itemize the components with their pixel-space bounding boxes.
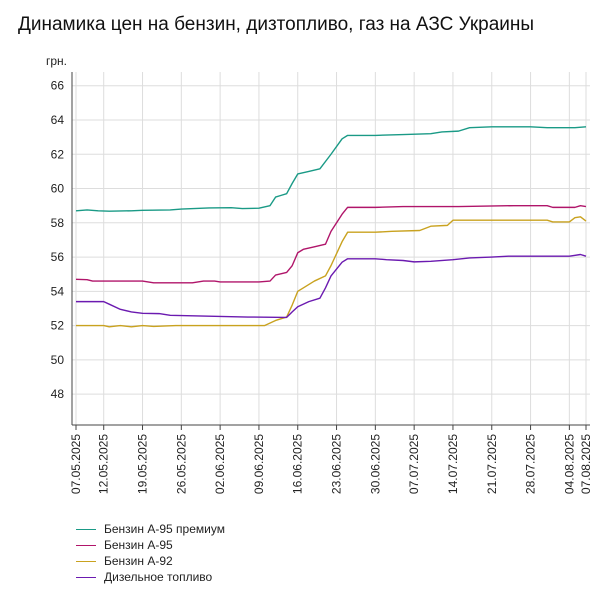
series-line-diesel <box>76 253 587 319</box>
y-tick-label: 56 <box>51 250 65 264</box>
legend-item: Бензин А-95 <box>76 537 225 553</box>
x-tick-label: 02.06.2025 <box>213 434 227 494</box>
series-layer <box>75 126 587 328</box>
series-line-a95-premium <box>75 126 587 212</box>
y-tick-label: 54 <box>51 284 65 298</box>
legend-label: Бензин А-92 <box>104 554 173 568</box>
y-tick-label: 60 <box>51 182 65 196</box>
grid <box>72 72 590 425</box>
x-tick-label: 28.07.2025 <box>524 434 538 494</box>
x-tick-label: 04.08.2025 <box>562 434 576 494</box>
x-tick-label: 07.05.2025 <box>69 434 83 494</box>
legend-swatch-a92 <box>76 560 96 562</box>
legend-item: Дизельное топливо <box>76 569 225 585</box>
legend-label: Дизельное топливо <box>104 570 213 584</box>
x-tick-label: 07.08.2025 <box>579 434 593 494</box>
x-tick-label: 16.06.2025 <box>291 434 305 494</box>
y-tick-label: 66 <box>51 79 65 93</box>
x-tick-label: 26.05.2025 <box>174 434 188 494</box>
legend-swatch-diesel <box>76 576 96 578</box>
y-tick-label: 48 <box>51 387 65 401</box>
series-line-a92 <box>76 216 587 328</box>
legend-label: Бензин А-95 <box>104 538 173 552</box>
legend-item: Бензин А-92 <box>76 553 225 569</box>
y-axis-unit-label: грн. <box>46 54 67 68</box>
legend: Бензин А-95 премиум Бензин А-95 Бензин А… <box>76 521 225 585</box>
legend-swatch-a95-premium <box>76 528 96 530</box>
axes <box>71 72 590 430</box>
x-tick-label: 30.06.2025 <box>368 434 382 494</box>
y-tick-label: 58 <box>51 216 65 230</box>
x-tick-label: 19.05.2025 <box>136 434 150 494</box>
tick-labels: 48 50 52 54 56 58 60 62 64 66 07.05.2025 12.05.2025… <box>51 79 593 494</box>
y-tick-label: 62 <box>51 147 65 161</box>
x-tick-label: 12.05.2025 <box>97 434 111 494</box>
legend-swatch-a95 <box>76 544 96 546</box>
x-tick-label: 09.06.2025 <box>252 434 266 494</box>
x-tick-label: 21.07.2025 <box>485 434 499 494</box>
y-tick-label: 50 <box>51 353 65 367</box>
legend-label: Бензин А-95 премиум <box>104 522 225 536</box>
x-tick-label: 23.06.2025 <box>330 434 344 494</box>
chart-title: Динамика цен на бензин, дизтопливо, газ … <box>18 14 535 35</box>
legend-item: Бензин А-95 премиум <box>76 521 225 537</box>
y-tick-label: 52 <box>51 319 65 333</box>
series-line-a95 <box>75 204 587 284</box>
y-tick-label: 64 <box>51 113 65 127</box>
x-tick-label: 07.07.2025 <box>407 434 421 494</box>
x-tick-label: 14.07.2025 <box>446 434 460 494</box>
